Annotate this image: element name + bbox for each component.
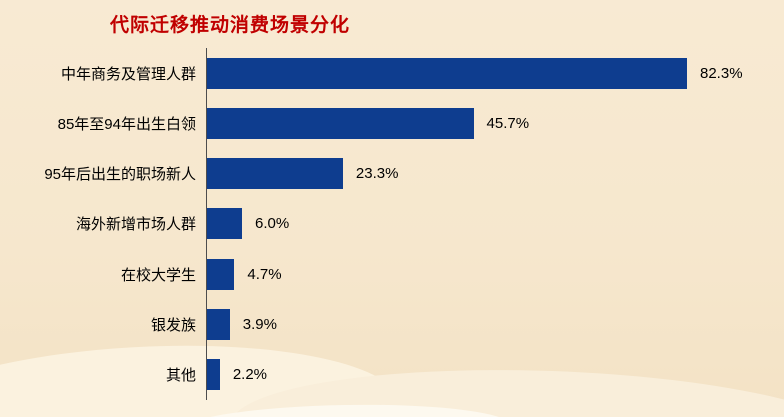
bar bbox=[207, 359, 220, 391]
category-label: 海外新增市场人群 bbox=[75, 216, 196, 234]
bar bbox=[207, 158, 343, 190]
bar-area: 23.3% bbox=[206, 148, 776, 199]
bar-area: 4.7% bbox=[206, 249, 776, 300]
bar-area: 2.2% bbox=[206, 349, 776, 400]
value-label: 3.9% bbox=[242, 316, 277, 334]
bar-area: 6.0% bbox=[206, 198, 776, 250]
bar-row: 中年商务及管理人群 82.3% bbox=[8, 48, 776, 99]
bar bbox=[207, 107, 474, 139]
bar bbox=[207, 309, 230, 341]
category-label: 银发族 bbox=[150, 317, 196, 335]
bar-area: 82.3% bbox=[206, 48, 776, 99]
bar-row: 银发族 3.9% bbox=[8, 299, 776, 350]
bar-row: 95年后出生的职场新人 23.3% bbox=[8, 148, 776, 199]
category-label: 在校大学生 bbox=[120, 266, 196, 284]
bar-row: 其他 2.2% bbox=[8, 349, 776, 400]
bar-row: 85年至94年出生白领 45.7% bbox=[8, 98, 776, 149]
value-label: 23.3% bbox=[355, 165, 399, 183]
chart-title: 代际迁移推动消费场景分化 bbox=[110, 15, 351, 36]
chart-rows: 中年商务及管理人群 82.3% 85年至94年出生白领 45.7% 95年后出生的职场新… bbox=[8, 48, 776, 400]
bar bbox=[207, 258, 235, 290]
category-label: 其他 bbox=[165, 367, 196, 385]
value-label: 45.7% bbox=[486, 114, 530, 132]
bar-row: 在校大学生 4.7% bbox=[8, 249, 776, 300]
value-label: 82.3% bbox=[700, 64, 743, 82]
value-label: 6.0% bbox=[254, 215, 290, 233]
value-label: 2.2% bbox=[232, 366, 268, 384]
category-label: 中年商务及管理人群 bbox=[60, 65, 196, 83]
bar-area: 3.9% bbox=[206, 299, 776, 350]
bar-row: 海外新增市场人群 6.0% bbox=[8, 198, 776, 250]
bar bbox=[207, 208, 242, 240]
category-label: 85年至94年出生白领 bbox=[57, 115, 196, 133]
bar bbox=[207, 57, 687, 89]
value-label: 4.7% bbox=[247, 265, 282, 283]
bar-area: 45.7% bbox=[206, 98, 776, 149]
category-label: 95年后出生的职场新人 bbox=[44, 166, 196, 184]
